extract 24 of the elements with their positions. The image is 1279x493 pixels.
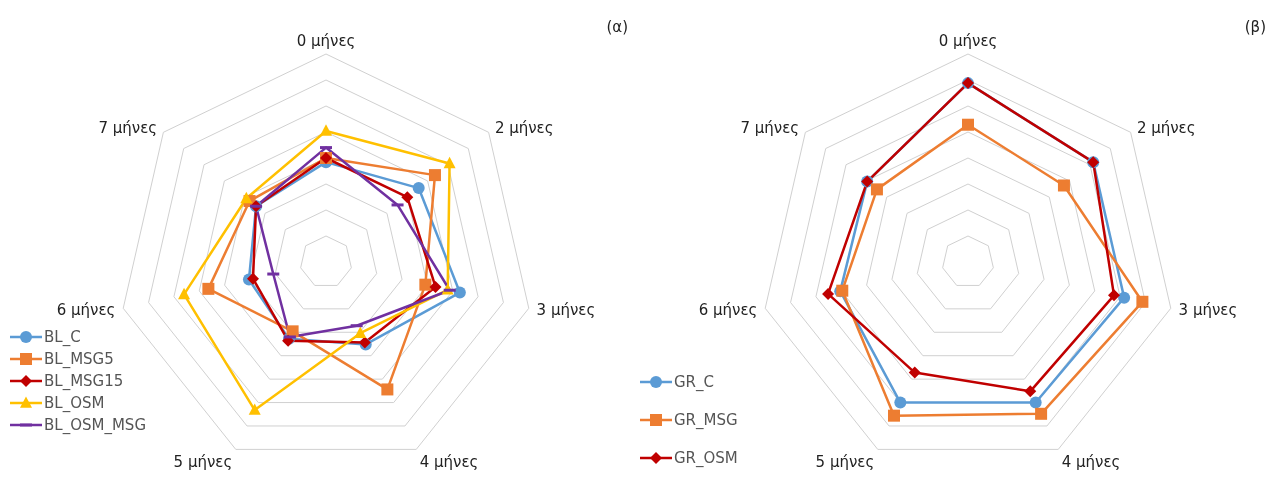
- spoke-label: 0 μήνες: [938, 32, 998, 50]
- spoke-label: 2 μήνες: [494, 118, 554, 137]
- legend-label: BL_MSG15: [44, 372, 124, 390]
- spoke-label: 4 μήνες: [1061, 453, 1121, 472]
- text: (α): [606, 18, 628, 36]
- spoke-label: 7 μήνες: [740, 118, 800, 137]
- spoke-label: 6 μήνες: [56, 301, 116, 320]
- spoke-label: 5 μήνες: [815, 453, 875, 472]
- spoke-label: 3 μήνες: [1178, 301, 1238, 320]
- spoke-label: 0 μήνες: [296, 32, 356, 50]
- spoke-label: 7 μήνες: [98, 118, 158, 137]
- legend-label: GR_C: [674, 373, 715, 391]
- legend-label: BL_OSM: [44, 394, 105, 412]
- spoke-label: 3 μήνες: [536, 301, 596, 320]
- legend-label: BL_MSG5: [44, 350, 114, 368]
- spoke-label: 5 μήνες: [173, 453, 233, 472]
- spoke-label: 4 μήνες: [419, 453, 479, 472]
- legend-label: BL_OSM_MSG: [44, 416, 147, 434]
- spoke-label: 6 μήνες: [698, 301, 758, 320]
- legend-label: GR_MSG: [674, 411, 738, 429]
- spoke-label: 2 μήνες: [1136, 118, 1196, 137]
- legend-label: GR_OSM: [674, 449, 738, 467]
- legend-label: BL_C: [44, 328, 81, 346]
- text: (β): [1244, 18, 1266, 36]
